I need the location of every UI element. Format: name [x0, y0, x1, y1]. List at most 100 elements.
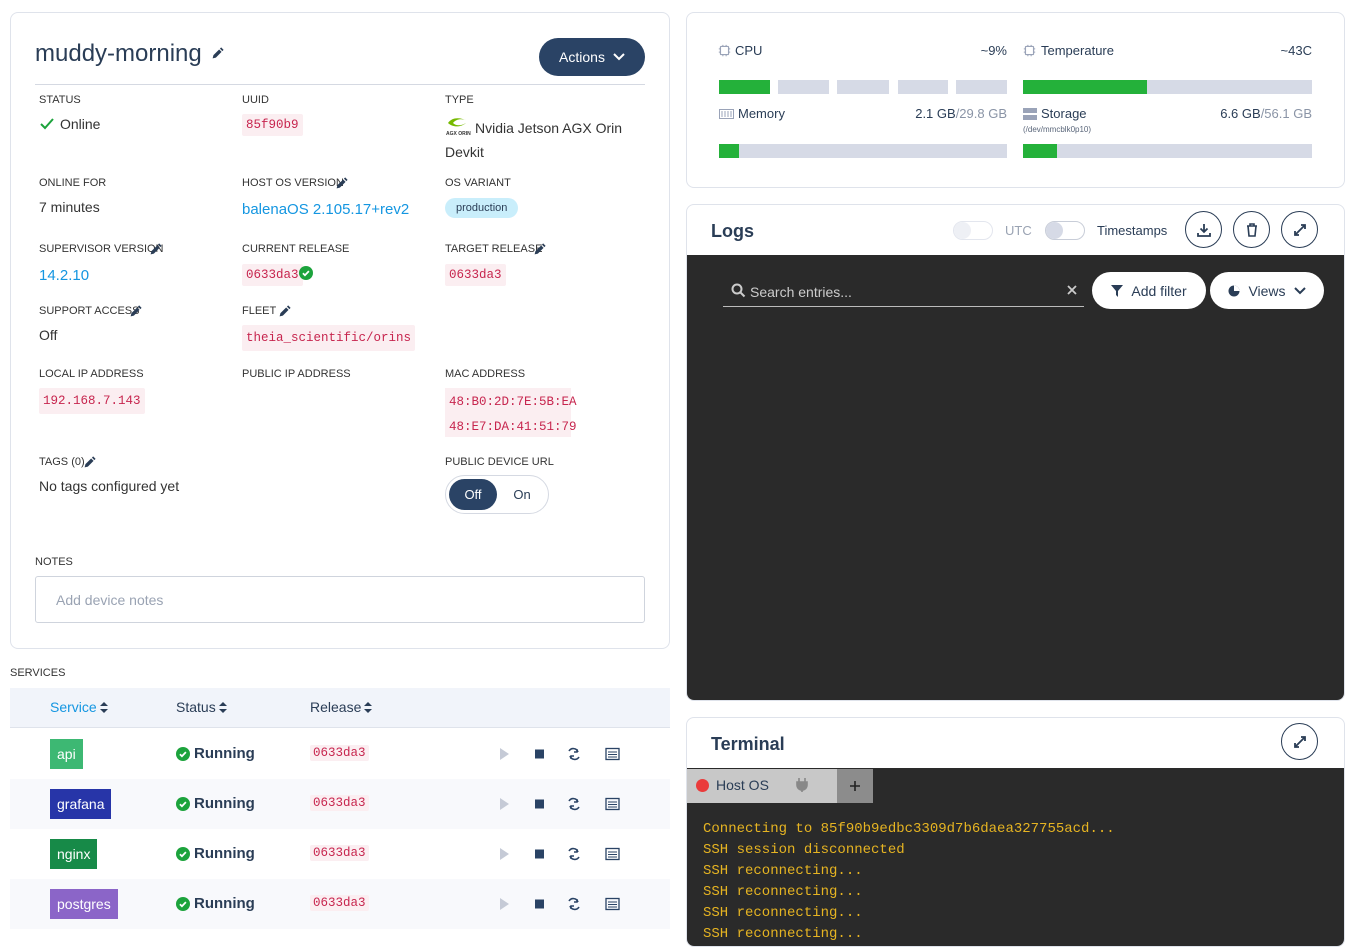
url-toggle[interactable] [445, 475, 549, 514]
total: /29.8 GB [955, 106, 1007, 121]
field-value[interactable]: balenaOS 2.105.17+rev2 [242, 201, 410, 218]
metrics-card [686, 12, 1345, 188]
add-filter-button[interactable]: Add filter [1092, 272, 1206, 309]
ok-icon [176, 897, 190, 911]
terminal-line: SSH reconnecting... [703, 884, 863, 900]
service-status: Running [194, 895, 255, 912]
edit-icon[interactable] [129, 305, 142, 318]
memory-bar [719, 144, 1007, 158]
cpu-segment [837, 80, 889, 94]
terminal-line: SSH reconnecting... [703, 926, 863, 942]
field-value: Off [39, 327, 58, 343]
service-actions[interactable] [497, 847, 627, 861]
action-icons[interactable] [497, 797, 627, 816]
mac-box [445, 388, 571, 437]
status-icon [176, 847, 190, 866]
field-label: FLEET [242, 305, 277, 317]
download-button[interactable] [1185, 211, 1222, 248]
terminal-output: Connecting to 85f90b9edbc3309d7b6daea327… [703, 821, 1115, 947]
terminal-line: SSH reconnecting... [703, 905, 863, 921]
field-label: OS VARIANT [445, 177, 511, 189]
field-label: LOCAL IP ADDRESS [39, 368, 144, 380]
chip-icon [718, 44, 731, 57]
toggle-on[interactable]: On [513, 487, 531, 502]
actions-button[interactable]: Actions [539, 38, 645, 76]
expand-button[interactable] [1281, 211, 1318, 248]
status-icon [176, 797, 190, 816]
field-value: No tags configured yet [39, 478, 180, 494]
plug-icon [796, 778, 808, 792]
terminal-line: SSH reconnecting... [703, 863, 863, 879]
clear-search[interactable] [1067, 285, 1077, 295]
column-header[interactable]: Status [176, 699, 227, 715]
edit-icon[interactable] [83, 456, 96, 469]
search-placeholder[interactable]: Search entries... [750, 284, 852, 300]
chip-icon [1023, 44, 1036, 57]
views-icon [1228, 285, 1240, 296]
expand-icon [1293, 735, 1306, 748]
column-header[interactable]: Release [310, 699, 373, 715]
field-value[interactable]: 14.2.10 [39, 267, 90, 284]
storage-bar [1023, 144, 1312, 158]
sort-icon [364, 701, 373, 713]
metric-label: Storage [1041, 106, 1087, 121]
service-actions[interactable] [497, 747, 627, 761]
column-label: Status [176, 699, 216, 715]
action-icons[interactable] [497, 847, 627, 866]
views-button[interactable]: Views [1210, 272, 1324, 309]
service-badge: api [50, 739, 83, 769]
column-label: Release [310, 699, 362, 715]
ok-icon [299, 266, 313, 280]
expand-icon [1293, 223, 1306, 236]
toggle-label: Timestamps [1097, 223, 1168, 238]
button-label: Add filter [1131, 282, 1187, 299]
field-value: 7 minutes [39, 199, 100, 215]
service-actions[interactable] [497, 897, 627, 911]
toggle-off[interactable]: Off [449, 479, 497, 510]
terminal-title: Terminal [711, 734, 785, 754]
edit-icon[interactable] [211, 47, 224, 60]
column-header[interactable]: Service [50, 699, 108, 715]
field-label: SUPPORT ACCESS [39, 305, 140, 317]
field-label: STATUS [39, 94, 81, 106]
field-label: TAGS (0) [39, 456, 85, 468]
column-label: Service [50, 699, 97, 715]
edit-icon[interactable] [278, 305, 291, 318]
cpu-segment [778, 80, 829, 94]
field-label: TARGET RELEASE [445, 243, 543, 255]
sort-icon [99, 701, 108, 713]
action-icons[interactable] [497, 897, 627, 916]
ok-icon [176, 797, 190, 811]
button-label: Views [1248, 282, 1286, 299]
status-icon [176, 747, 190, 766]
new-tab-button[interactable] [837, 769, 873, 803]
ok-icon [176, 747, 190, 761]
field-value[interactable]: theia_scientific/orins [242, 325, 416, 351]
field-value: 85f90b9 [242, 114, 303, 136]
field-label: UUID [242, 94, 269, 106]
edit-icon[interactable] [149, 243, 162, 256]
expand-button[interactable] [1281, 723, 1318, 760]
tab-label: Host OS [716, 777, 769, 793]
edit-icon[interactable] [533, 243, 546, 256]
sort-icon [218, 701, 227, 713]
action-icons[interactable] [497, 747, 627, 766]
metric-value: ~43C [1280, 43, 1312, 58]
notes-placeholder: Add device notes [56, 592, 164, 608]
field-value: 0633da3 [445, 264, 506, 286]
check-icon [40, 118, 54, 130]
utc-toggle[interactable] [953, 221, 993, 240]
trash-icon [1246, 222, 1257, 237]
service-actions[interactable] [497, 797, 627, 811]
timestamps-toggle[interactable] [1045, 221, 1085, 240]
field-value: 0633da3 [242, 264, 303, 286]
edit-icon[interactable] [335, 177, 348, 190]
filter-icon [1111, 284, 1124, 297]
mac-address: 48:B0:2D:7E:5B:EA [449, 395, 577, 409]
notes-input[interactable] [35, 576, 645, 623]
used: 6.6 GB [1220, 106, 1261, 121]
terminal-tab[interactable] [687, 769, 837, 803]
clear-button[interactable] [1233, 211, 1270, 248]
